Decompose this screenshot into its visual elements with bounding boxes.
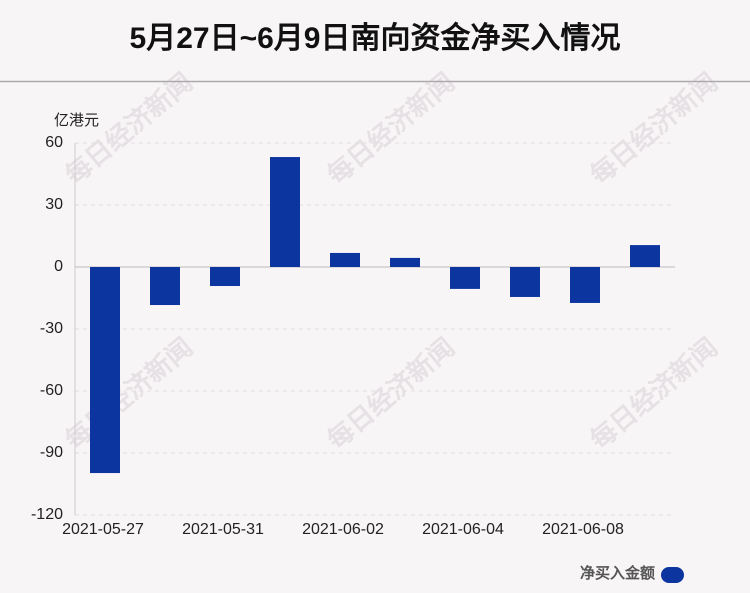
- y-tick-label: -60: [40, 382, 63, 399]
- x-tick-label: 2021-05-27: [62, 521, 144, 538]
- bar: [90, 267, 120, 474]
- bar: [330, 252, 360, 267]
- bar: [210, 267, 240, 287]
- x-tick-label: 2021-06-04: [422, 521, 504, 538]
- x-tick-label: 2021-05-31: [182, 521, 264, 538]
- bar: [510, 267, 540, 297]
- x-tick-label: 2021-06-08: [542, 521, 624, 538]
- bar: [390, 257, 420, 267]
- legend-swatch: [661, 567, 684, 583]
- y-tick-label: 30: [45, 196, 63, 213]
- y-tick-label: -30: [40, 320, 63, 337]
- bar: [270, 157, 300, 267]
- y-tick-label: -90: [40, 444, 63, 461]
- bar: [630, 245, 660, 267]
- bar: [450, 267, 480, 289]
- x-tick-label: 2021-06-02: [302, 521, 384, 538]
- y-tick-label: -120: [31, 506, 63, 523]
- bar: [150, 267, 180, 306]
- y-tick-label: 60: [45, 134, 63, 151]
- y-tick-label: 0: [54, 258, 63, 275]
- bar: [570, 267, 600, 303]
- chart-title: 5月27日~6月9日南向资金净买入情况: [130, 21, 621, 55]
- legend-label: 净买入金额: [580, 564, 655, 582]
- y-axis-label: 亿港元: [54, 112, 99, 129]
